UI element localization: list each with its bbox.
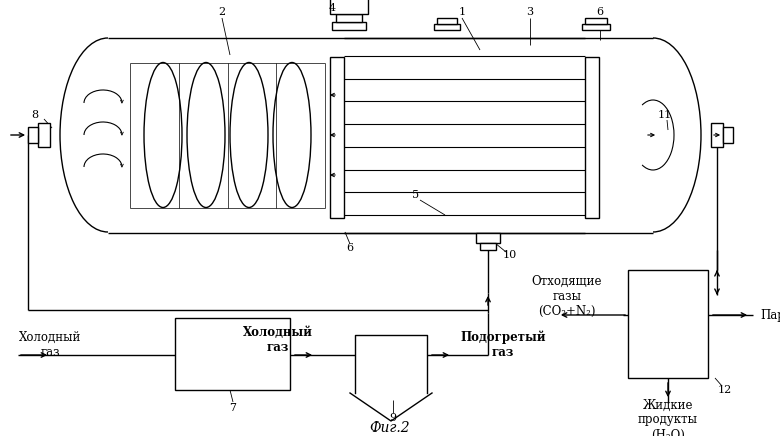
Bar bbox=[330, 57, 344, 218]
Text: Фиг.2: Фиг.2 bbox=[370, 421, 410, 435]
Bar bbox=[585, 57, 599, 218]
Text: Холодный
газ: Холодный газ bbox=[243, 326, 313, 354]
Bar bbox=[330, 0, 368, 14]
Text: 11: 11 bbox=[658, 110, 672, 120]
Text: Жидкие
продукты
(H₂O): Жидкие продукты (H₂O) bbox=[638, 399, 698, 436]
Bar bbox=[175, 318, 290, 390]
Bar bbox=[711, 123, 723, 147]
Text: 12: 12 bbox=[718, 385, 732, 395]
Text: 2: 2 bbox=[218, 7, 225, 17]
Text: Холодный
газ: Холодный газ bbox=[19, 331, 81, 359]
Bar bbox=[480, 243, 496, 250]
Text: 9: 9 bbox=[389, 413, 396, 423]
Text: 4: 4 bbox=[328, 3, 335, 13]
Bar bbox=[723, 127, 733, 143]
Bar bbox=[28, 127, 38, 143]
Text: 6: 6 bbox=[346, 243, 353, 253]
Text: Пар: Пар bbox=[760, 309, 780, 321]
Text: 10: 10 bbox=[503, 250, 517, 260]
Text: 8: 8 bbox=[31, 110, 38, 120]
Text: 3: 3 bbox=[526, 7, 534, 17]
Text: 7: 7 bbox=[229, 403, 236, 413]
Text: Отходящие
газы
(CO₂+N₂): Отходящие газы (CO₂+N₂) bbox=[532, 275, 602, 317]
Text: 5: 5 bbox=[413, 190, 420, 200]
Bar bbox=[476, 233, 500, 243]
Bar bbox=[332, 22, 366, 30]
Bar bbox=[434, 24, 460, 30]
Text: Подогретый
газ: Подогретый газ bbox=[460, 331, 546, 359]
Bar bbox=[628, 270, 708, 378]
Bar bbox=[582, 24, 610, 30]
Bar bbox=[585, 18, 607, 24]
Text: 6: 6 bbox=[597, 7, 604, 17]
Text: 1: 1 bbox=[459, 7, 466, 17]
Bar bbox=[336, 14, 362, 22]
Bar bbox=[437, 18, 457, 24]
Bar bbox=[38, 123, 50, 147]
